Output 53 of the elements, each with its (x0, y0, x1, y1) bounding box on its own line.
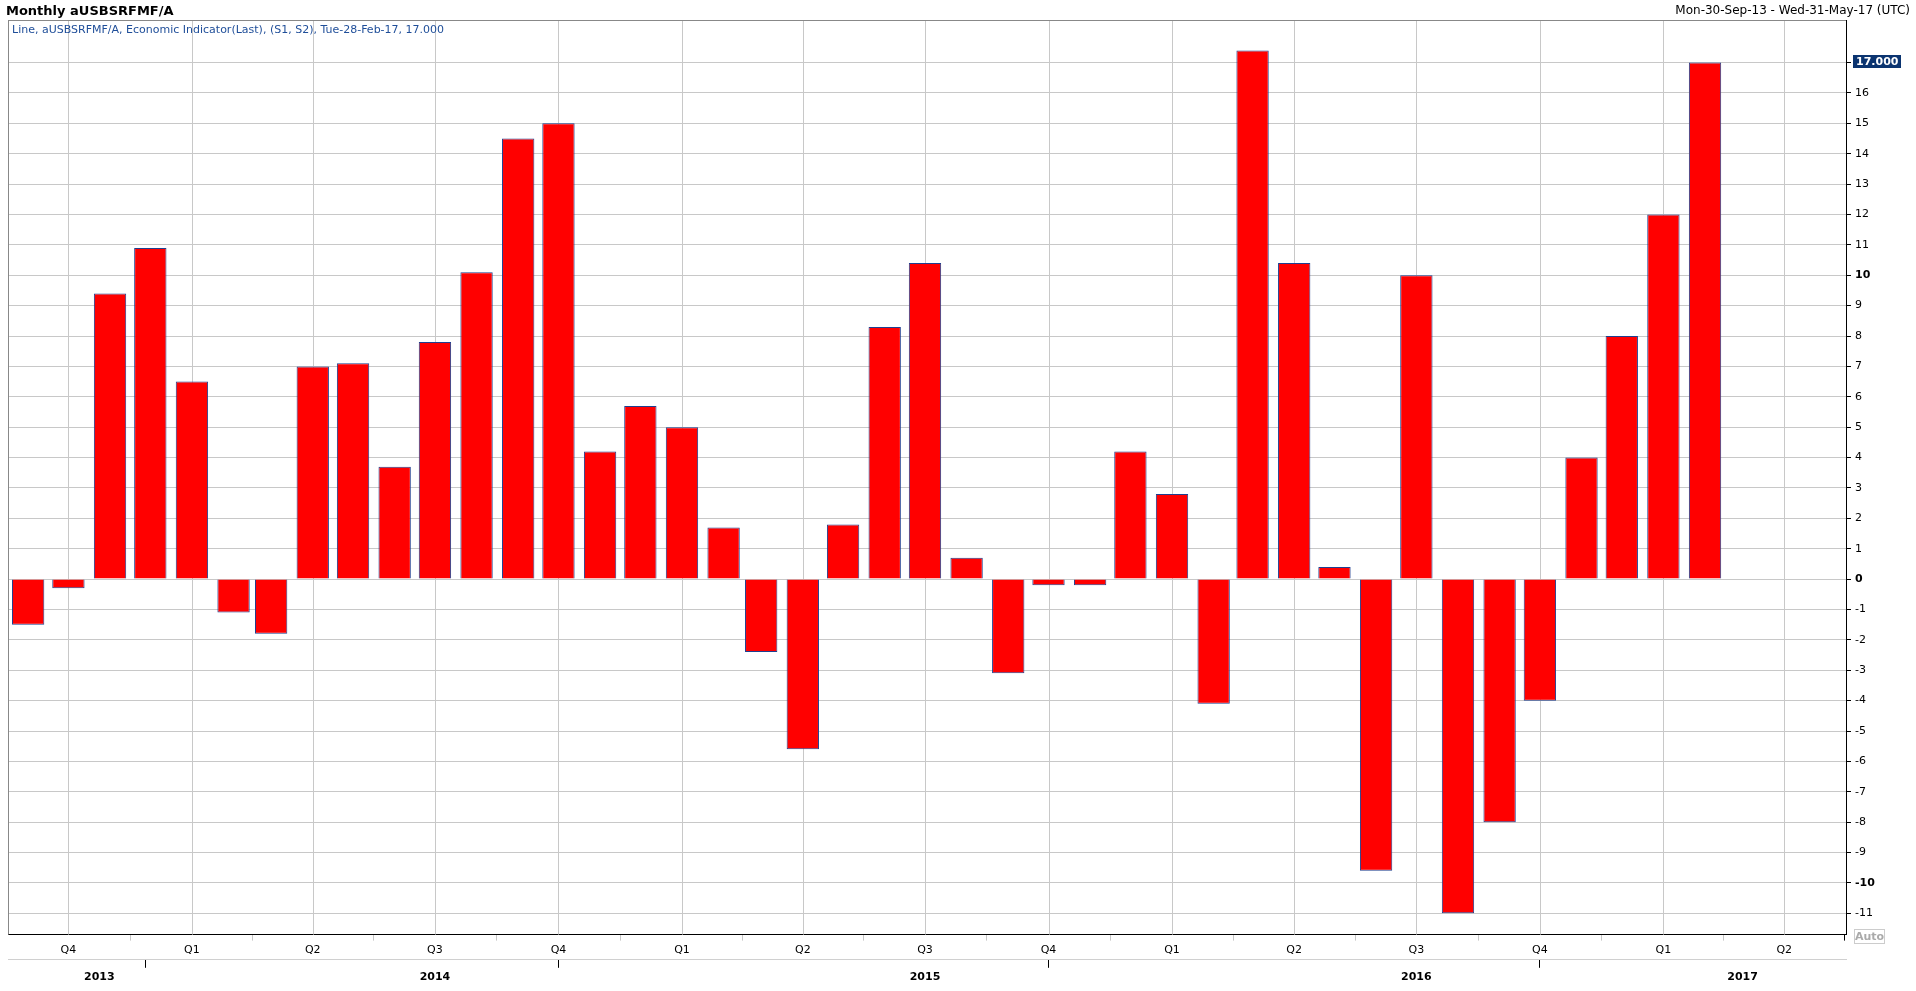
y-tick-label: 9 (1855, 298, 1862, 312)
x-tick-label: Q4 (1532, 943, 1548, 957)
y-tick-label: 16 (1855, 85, 1869, 99)
y-tick-label: -8 (1855, 815, 1866, 829)
y-tick-label: 3 (1855, 480, 1862, 494)
y-tick-label: 14 (1855, 146, 1869, 160)
x-tick-label: Q4 (550, 943, 567, 957)
x-tick-label: Q4 (60, 943, 77, 957)
y-tick-label: -6 (1855, 754, 1866, 768)
y-tick-label: -10 (1855, 875, 1876, 889)
y-tick-label: 10 (1855, 268, 1871, 282)
y-tick-label: -4 (1855, 693, 1866, 707)
text: 17.000 (1853, 54, 1902, 68)
x-tick-label: Q1 (1164, 943, 1180, 957)
x-tick-label: Q3 (1408, 943, 1425, 957)
x2-tick-label: 2014 (419, 970, 451, 984)
x-tick-label: Q3 (917, 943, 933, 957)
y-tick-label: 12 (1855, 207, 1869, 221)
x-tick-label: Q4 (1040, 943, 1057, 957)
chart-subtitle: Line, aUSBSRFMF/A, Economic Indicator(Last), (S1, S2), Tue-28-Feb-17, 17.000 (12, 23, 445, 36)
y-tick-label: 1 (1855, 541, 1862, 555)
x2-tick-label: 2016 (1401, 970, 1433, 984)
y-tick-label: 7 (1855, 359, 1862, 373)
y-tick-label: 8 (1855, 328, 1862, 342)
y-tick-label: -2 (1855, 632, 1866, 646)
y-tick-label: 2 (1855, 511, 1862, 525)
y-tick-label: 4 (1855, 450, 1862, 464)
x2-tick-label: 2015 (909, 970, 941, 984)
y-tick-label: -3 (1855, 663, 1866, 677)
x-tick-label: Q2 (1286, 943, 1303, 957)
y-tick-label: 5 (1855, 420, 1862, 434)
text: Auto (1854, 928, 1886, 944)
y-tick-label: 15 (1855, 116, 1869, 130)
y-tick-label: -5 (1855, 723, 1866, 737)
x-tick-label: Q1 (184, 943, 200, 957)
y-tick-label: -1 (1855, 602, 1866, 616)
y-tick-label: -11 (1855, 906, 1873, 920)
chart-title: Monthly aUSBSRFMF/A (6, 3, 174, 18)
y-tick-label: 6 (1855, 389, 1862, 403)
x-tick-label: Q1 (1655, 943, 1672, 957)
x2-tick-label: 2013 (83, 970, 115, 984)
text: Mon-30-Sep-13 - Wed-31-May-17 (UTC) (1675, 3, 1910, 17)
y-tick-label: 11 (1855, 237, 1869, 251)
x-tick-label: Q3 (427, 943, 443, 957)
y-tick-label: -7 (1855, 784, 1866, 798)
y-tick-label: 13 (1855, 176, 1869, 190)
x2-tick-label: 2017 (1727, 970, 1758, 984)
x-tick-label: Q2 (304, 943, 321, 957)
x-tick-label: Q2 (794, 943, 811, 957)
x-tick-label: Q2 (1776, 943, 1793, 957)
y-tick-label: -9 (1855, 845, 1866, 859)
y-tick-label: 0 (1855, 571, 1863, 585)
x-tick-label: Q1 (674, 943, 690, 957)
